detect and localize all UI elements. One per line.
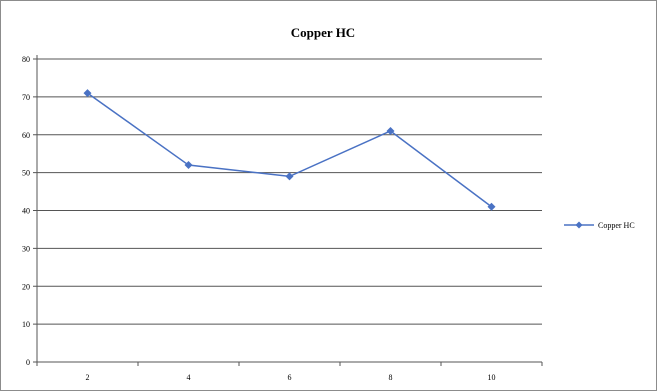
legend: Copper HC bbox=[564, 221, 635, 230]
y-tick-label: 80 bbox=[22, 55, 30, 64]
data-point bbox=[487, 202, 496, 211]
x-tick-label: 4 bbox=[187, 373, 191, 382]
data-point bbox=[285, 172, 294, 181]
data-point bbox=[184, 161, 193, 170]
x-tick-label: 8 bbox=[389, 373, 393, 382]
axes: 0 10 20 30 40 50 60 70 80 2 4 6 8 10 bbox=[22, 55, 543, 382]
x-tick-label: 10 bbox=[488, 373, 496, 382]
x-tick-label: 2 bbox=[86, 373, 90, 382]
y-tick-label: 30 bbox=[22, 244, 30, 253]
y-tick-label: 50 bbox=[22, 169, 30, 178]
legend-label: Copper HC bbox=[598, 221, 635, 230]
chart-title: Copper HC bbox=[291, 25, 355, 40]
y-tick-label: 20 bbox=[22, 282, 30, 291]
y-tick-label: 10 bbox=[22, 320, 30, 329]
x-tick-label: 6 bbox=[288, 373, 292, 382]
y-tick-label: 0 bbox=[26, 358, 30, 367]
series-layer bbox=[83, 89, 496, 211]
y-tick-label: 40 bbox=[22, 207, 30, 216]
gridlines bbox=[37, 58, 542, 325]
data-point bbox=[83, 89, 92, 98]
series-line bbox=[87, 92, 492, 208]
y-tick-label: 70 bbox=[22, 93, 30, 102]
legend-marker bbox=[575, 221, 583, 229]
y-tick-label: 60 bbox=[22, 131, 30, 140]
